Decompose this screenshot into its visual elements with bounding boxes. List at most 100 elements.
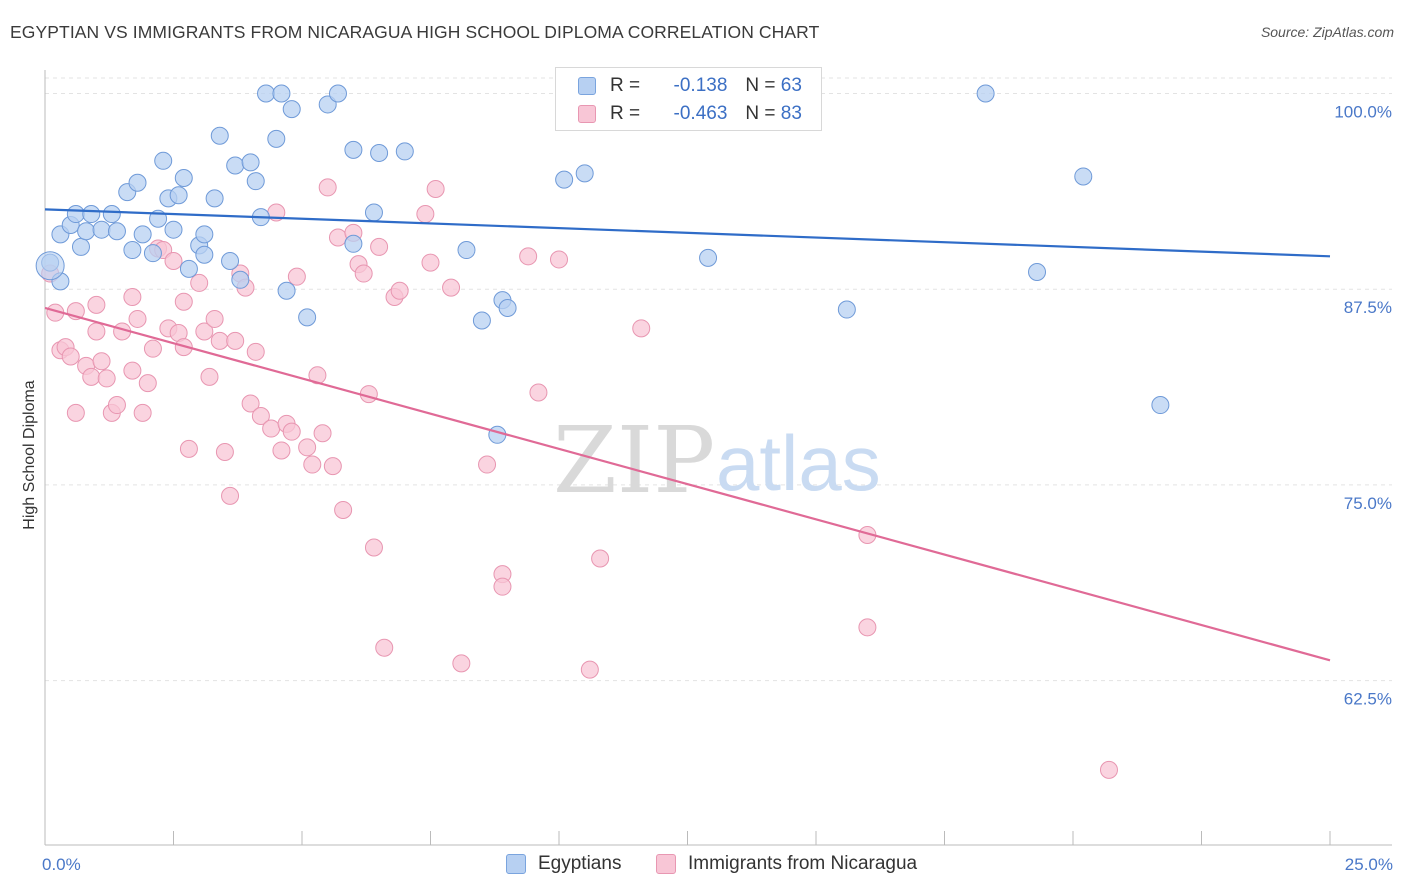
nicaragua-point <box>195 322 214 341</box>
legend-n-label: N = <box>745 75 776 96</box>
x-tick-label: 0.0% <box>42 855 81 874</box>
legend-r-label: R = <box>610 103 641 124</box>
y-tick-label: 100.0% <box>1334 102 1392 121</box>
nicaragua-point <box>123 361 142 380</box>
egyptian-point <box>221 252 240 271</box>
nicaragua-point <box>246 342 265 361</box>
egyptian-point <box>195 245 214 264</box>
egyptian-point <box>133 225 152 244</box>
nicaragua-point <box>200 367 219 386</box>
nicaragua-point <box>529 383 548 402</box>
egyptian-point <box>370 143 389 162</box>
nicaragua-point <box>323 457 342 476</box>
series-legend: Egyptians Immigrants from Nicaragua <box>0 853 1406 877</box>
nicaragua-point <box>210 331 229 350</box>
egyptian-point <box>231 270 250 289</box>
legend-row-nicaragua: R = -0.463 N = 83 <box>578 102 802 126</box>
egyptian-point <box>1151 396 1170 415</box>
egyptian-point <box>1074 167 1093 186</box>
egyptian-point <box>102 205 121 224</box>
nicaragua-point <box>215 443 234 462</box>
egyptian-point <box>179 259 198 278</box>
legend-n-label: N = <box>745 103 776 124</box>
nicaragua-point <box>128 309 147 328</box>
y-tick-label: 87.5% <box>1344 298 1392 317</box>
nicaragua-point <box>426 179 445 198</box>
nicaragua-point <box>298 438 317 457</box>
nicaragua-point <box>107 396 126 415</box>
egyptian-point <box>1028 262 1047 281</box>
chart-title: EGYPTIAN VS IMMIGRANTS FROM NICARAGUA HI… <box>10 22 820 42</box>
nicaragua-point <box>205 309 224 328</box>
series-legend-label: Immigrants from Nicaragua <box>688 853 918 874</box>
egyptian-point <box>298 308 317 327</box>
egyptian-point <box>226 156 245 175</box>
series-legend-nicaragua[interactable]: Immigrants from Nicaragua <box>656 853 917 875</box>
egyptian-point <box>976 84 995 103</box>
nicaragua-point <box>82 367 101 386</box>
egyptian-point <box>174 169 193 188</box>
egyptian-point <box>71 237 90 256</box>
nicaragua-point <box>452 654 471 673</box>
nicaragua-point <box>282 422 301 441</box>
nicaragua-point <box>421 253 440 272</box>
legend-r-value: -0.138 <box>673 75 728 96</box>
nicaragua-point <box>493 577 512 596</box>
watermark-atlas: atlas <box>716 419 881 507</box>
nicaragua-point <box>591 549 610 568</box>
egyptian-point <box>66 205 85 224</box>
nicaragua-point <box>442 278 461 297</box>
nicaragua-point <box>133 403 152 422</box>
y-tick-labels: 62.5% 75.0% 87.5% 100.0% <box>1334 102 1392 708</box>
egyptians-trend-line <box>44 208 1331 258</box>
nicaragua-point <box>61 347 80 366</box>
nicaragua-point <box>364 538 383 557</box>
nicaragua-point <box>226 331 245 350</box>
x-tick-label: 25.0% <box>1345 855 1393 874</box>
nicaragua-point <box>221 486 240 505</box>
egyptian-point <box>318 95 337 114</box>
y-tick-label: 62.5% <box>1344 690 1392 709</box>
series-egyptians-points <box>35 84 1170 444</box>
nicaragua-point <box>550 250 568 269</box>
egyptian-point <box>35 251 65 281</box>
nicaragua-point <box>87 295 106 314</box>
egyptian-point <box>107 222 126 241</box>
egyptian-point <box>246 172 265 191</box>
series-legend-egyptians[interactable]: Egyptians <box>506 853 621 875</box>
legend-n-value: 83 <box>780 103 802 124</box>
nicaragua-point <box>143 339 162 358</box>
nicaragua-point <box>632 319 651 338</box>
correlation-legend: R = -0.138 N = 63 R = -0.463 N = 83 <box>555 67 822 131</box>
nicaragua-point <box>519 247 538 266</box>
egyptian-point <box>328 84 347 103</box>
nicaragua-point <box>580 660 599 679</box>
nicaragua-point <box>416 205 435 224</box>
egyptian-point <box>272 84 291 103</box>
x-tick-labels: 0.0% 25.0% <box>42 855 1393 874</box>
nicaragua-point <box>313 424 332 443</box>
egyptian-point <box>195 225 214 244</box>
egyptian-point <box>344 234 363 253</box>
egyptian-point <box>154 151 173 170</box>
egyptian-point <box>210 126 229 145</box>
egyptian-point <box>555 170 574 189</box>
egyptian-point <box>92 220 111 239</box>
egyptian-point <box>277 281 296 300</box>
egyptian-point <box>77 222 96 241</box>
nicaragua-point <box>318 178 337 197</box>
watermark-zip: ZIP <box>553 407 715 514</box>
nicaragua-point <box>354 264 373 283</box>
egyptian-point <box>575 164 594 183</box>
nicaragua-point <box>375 638 394 657</box>
legend-r-label: R = <box>610 75 641 96</box>
nicaragua-point <box>92 352 111 371</box>
egyptian-point <box>169 186 188 205</box>
egyptian-point <box>282 100 301 119</box>
nicaragua-point <box>241 394 260 413</box>
series-nicaragua-points <box>41 178 1118 779</box>
nicaragua-point <box>287 267 306 286</box>
nicaragua-point <box>390 281 409 300</box>
legend-n-value: 63 <box>780 75 802 96</box>
